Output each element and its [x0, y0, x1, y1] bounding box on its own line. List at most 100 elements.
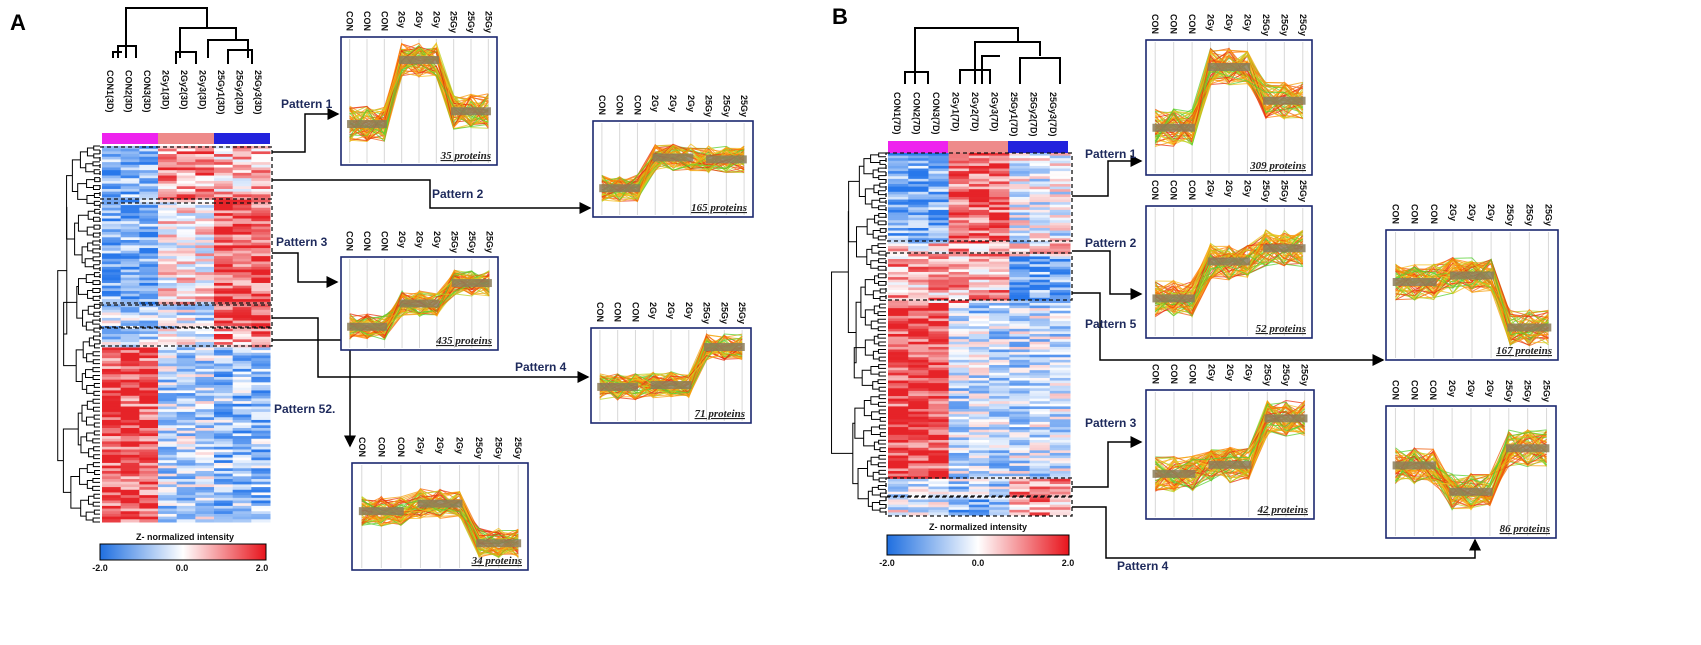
panel-a-scale-max: 2.0 — [256, 563, 269, 573]
plot-x-label: 2Gy — [686, 95, 696, 112]
plot-x-label: CON — [1429, 204, 1439, 224]
plot-x-label: 2Gy — [1206, 180, 1216, 197]
protein-count: 52 proteins — [1256, 323, 1306, 335]
pattern-b5-plot: CON CON CON 2Gy 2Gy 2Gy 25Gy 25Gy 25Gy 167 protei… — [1385, 204, 1559, 361]
mean-bar — [347, 322, 388, 331]
column-label: 2Gy3(3D) — [198, 70, 208, 110]
plot-x-label: CON — [1391, 204, 1401, 224]
pattern-b3-plot: CON CON CON 2Gy 2Gy 2Gy 25Gy 25Gy 25Gy 42 protein… — [1145, 364, 1315, 520]
plot-x-label: 2Gy — [455, 437, 465, 454]
plot-x-label: 2Gy — [432, 231, 442, 248]
mean-bar — [650, 381, 692, 389]
pattern-a4-plot: CON CON CON 2Gy 2Gy 2Gy 25Gy 25Gy 25Gy 71 protein… — [590, 302, 752, 424]
mean-bar — [1207, 63, 1251, 71]
plot-x-label: CON — [357, 437, 367, 457]
plot-x-label: CON — [1410, 204, 1420, 224]
plot-x-label: CON — [380, 231, 390, 251]
mean-bar — [1263, 96, 1306, 105]
plot-x-label: 25Gy — [513, 437, 523, 459]
mean-bar — [476, 539, 522, 548]
plot-x-label: CON — [379, 11, 389, 31]
plot-x-label: 25Gy — [1504, 380, 1514, 402]
plot-x-label: 2Gy — [1225, 364, 1235, 381]
plot-x-label: CON — [362, 231, 372, 251]
protein-count: 35 proteins — [440, 150, 491, 162]
plot-x-label: 25Gy — [1298, 180, 1308, 202]
plot-x-label: CON — [396, 437, 406, 457]
pattern-a5-label: Pattern 52. — [274, 402, 335, 416]
panel-b-scale-max: 2.0 — [1062, 558, 1075, 568]
column-label: 25Gy2(7D) — [1029, 92, 1039, 137]
panel-b-colorbar — [886, 534, 1070, 556]
plot-x-label: CON — [1428, 380, 1438, 400]
column-label: CON3(7D) — [931, 92, 941, 135]
plot-x-label: 2Gy — [1448, 204, 1458, 221]
plot-x-label: CON — [595, 302, 605, 322]
plot-x-label: 25Gy — [739, 95, 749, 117]
plot-x-label: 25Gy — [1279, 14, 1289, 36]
column-label: 2Gy1(7D) — [951, 92, 961, 132]
mean-bar — [1392, 278, 1437, 286]
column-label: CON2(7D) — [912, 92, 922, 135]
plot-x-label: 25Gy — [494, 437, 504, 459]
plot-x-label: 25Gy — [484, 231, 494, 253]
plot-x-label: 25Gy — [449, 231, 459, 253]
mean-bar — [1450, 271, 1494, 280]
plot-x-label: 2Gy — [415, 231, 425, 248]
mean-bar — [347, 120, 387, 129]
group-bar-control-b — [888, 141, 948, 153]
mean-bar — [703, 343, 745, 351]
plot-x-label: 2Gy — [1206, 14, 1216, 31]
panel-a-row-dendrogram — [57, 145, 100, 523]
plot-x-label: CON — [1150, 14, 1160, 34]
plot-x-label: 2Gy — [1447, 380, 1457, 397]
pattern-b5-label: Pattern 5 — [1085, 317, 1137, 331]
plot-x-label: 25Gy — [1505, 204, 1515, 226]
plot-x-label: 25Gy — [721, 95, 731, 117]
pattern-a1-label: Pattern 1 — [281, 97, 333, 111]
plot-x-label: 25Gy — [1262, 364, 1272, 386]
plot-x-label: 25Gy — [449, 11, 459, 33]
plot-x-label: CON — [345, 231, 355, 251]
protein-count: 71 proteins — [695, 408, 745, 420]
plot-x-label: CON — [1169, 180, 1179, 200]
column-label: CON1(3D) — [105, 70, 115, 113]
mean-bar — [652, 153, 694, 162]
plot-x-label: 25Gy — [1261, 180, 1271, 202]
protein-count: 435 proteins — [435, 335, 492, 347]
column-label: CON1(7D) — [892, 92, 902, 135]
panel-b-column-labels: CON1(7D) CON2(7D) CON3(7D) 2Gy1(7D) 2Gy2(7D)… — [892, 92, 1058, 137]
column-label: 25Gy3(3D) — [253, 70, 263, 115]
plot-x-label: CON — [376, 437, 386, 457]
mean-bar — [1449, 487, 1493, 496]
panel-a-colorbar — [99, 543, 267, 561]
plot-x-label: CON — [632, 95, 642, 115]
protein-count: 86 proteins — [1500, 523, 1550, 535]
panel-b-cluster-boxes — [885, 152, 1073, 517]
group-bar-25gy-b — [1008, 141, 1068, 153]
plot-x-label: 2Gy — [1486, 204, 1496, 221]
plot-x-label: 2Gy — [1244, 364, 1254, 381]
plot-x-label: CON — [1150, 364, 1160, 384]
column-label: 25Gy1(7D) — [1009, 92, 1019, 137]
mean-bar — [705, 155, 747, 164]
pattern-a2-label: Pattern 2 — [432, 187, 484, 201]
panel-b-scale-min: -2.0 — [879, 558, 895, 568]
column-label: 2Gy3(7D) — [990, 92, 1000, 132]
pattern-a1-plot: CON CON CON 2Gy 2Gy 2Gy 25Gy 25Gy 25Gy 35 protein… — [340, 11, 498, 166]
mean-bar — [599, 184, 641, 193]
plot-x-label: 25Gy — [702, 302, 712, 324]
group-bar-control — [102, 133, 158, 144]
plot-x-label: CON — [1409, 380, 1419, 400]
plot-x-label: CON — [345, 11, 355, 31]
plot-x-label: 25Gy — [1298, 14, 1308, 36]
panel-b-row-dendrogram — [831, 152, 886, 513]
plot-x-label: 2Gy — [1485, 380, 1495, 397]
plot-x-label: 2Gy — [1242, 180, 1252, 197]
plot-x-label: 25Gy — [1524, 204, 1534, 226]
protein-count: 165 proteins — [691, 202, 747, 214]
plot-x-label: CON — [1187, 180, 1197, 200]
pattern-b1-plot: CON CON CON 2Gy 2Gy 2Gy 25Gy 25Gy 25Gy 309 protei… — [1145, 14, 1313, 176]
pattern-a4-label: Pattern 4 — [515, 360, 567, 374]
plot-x-label: CON — [1188, 364, 1198, 384]
